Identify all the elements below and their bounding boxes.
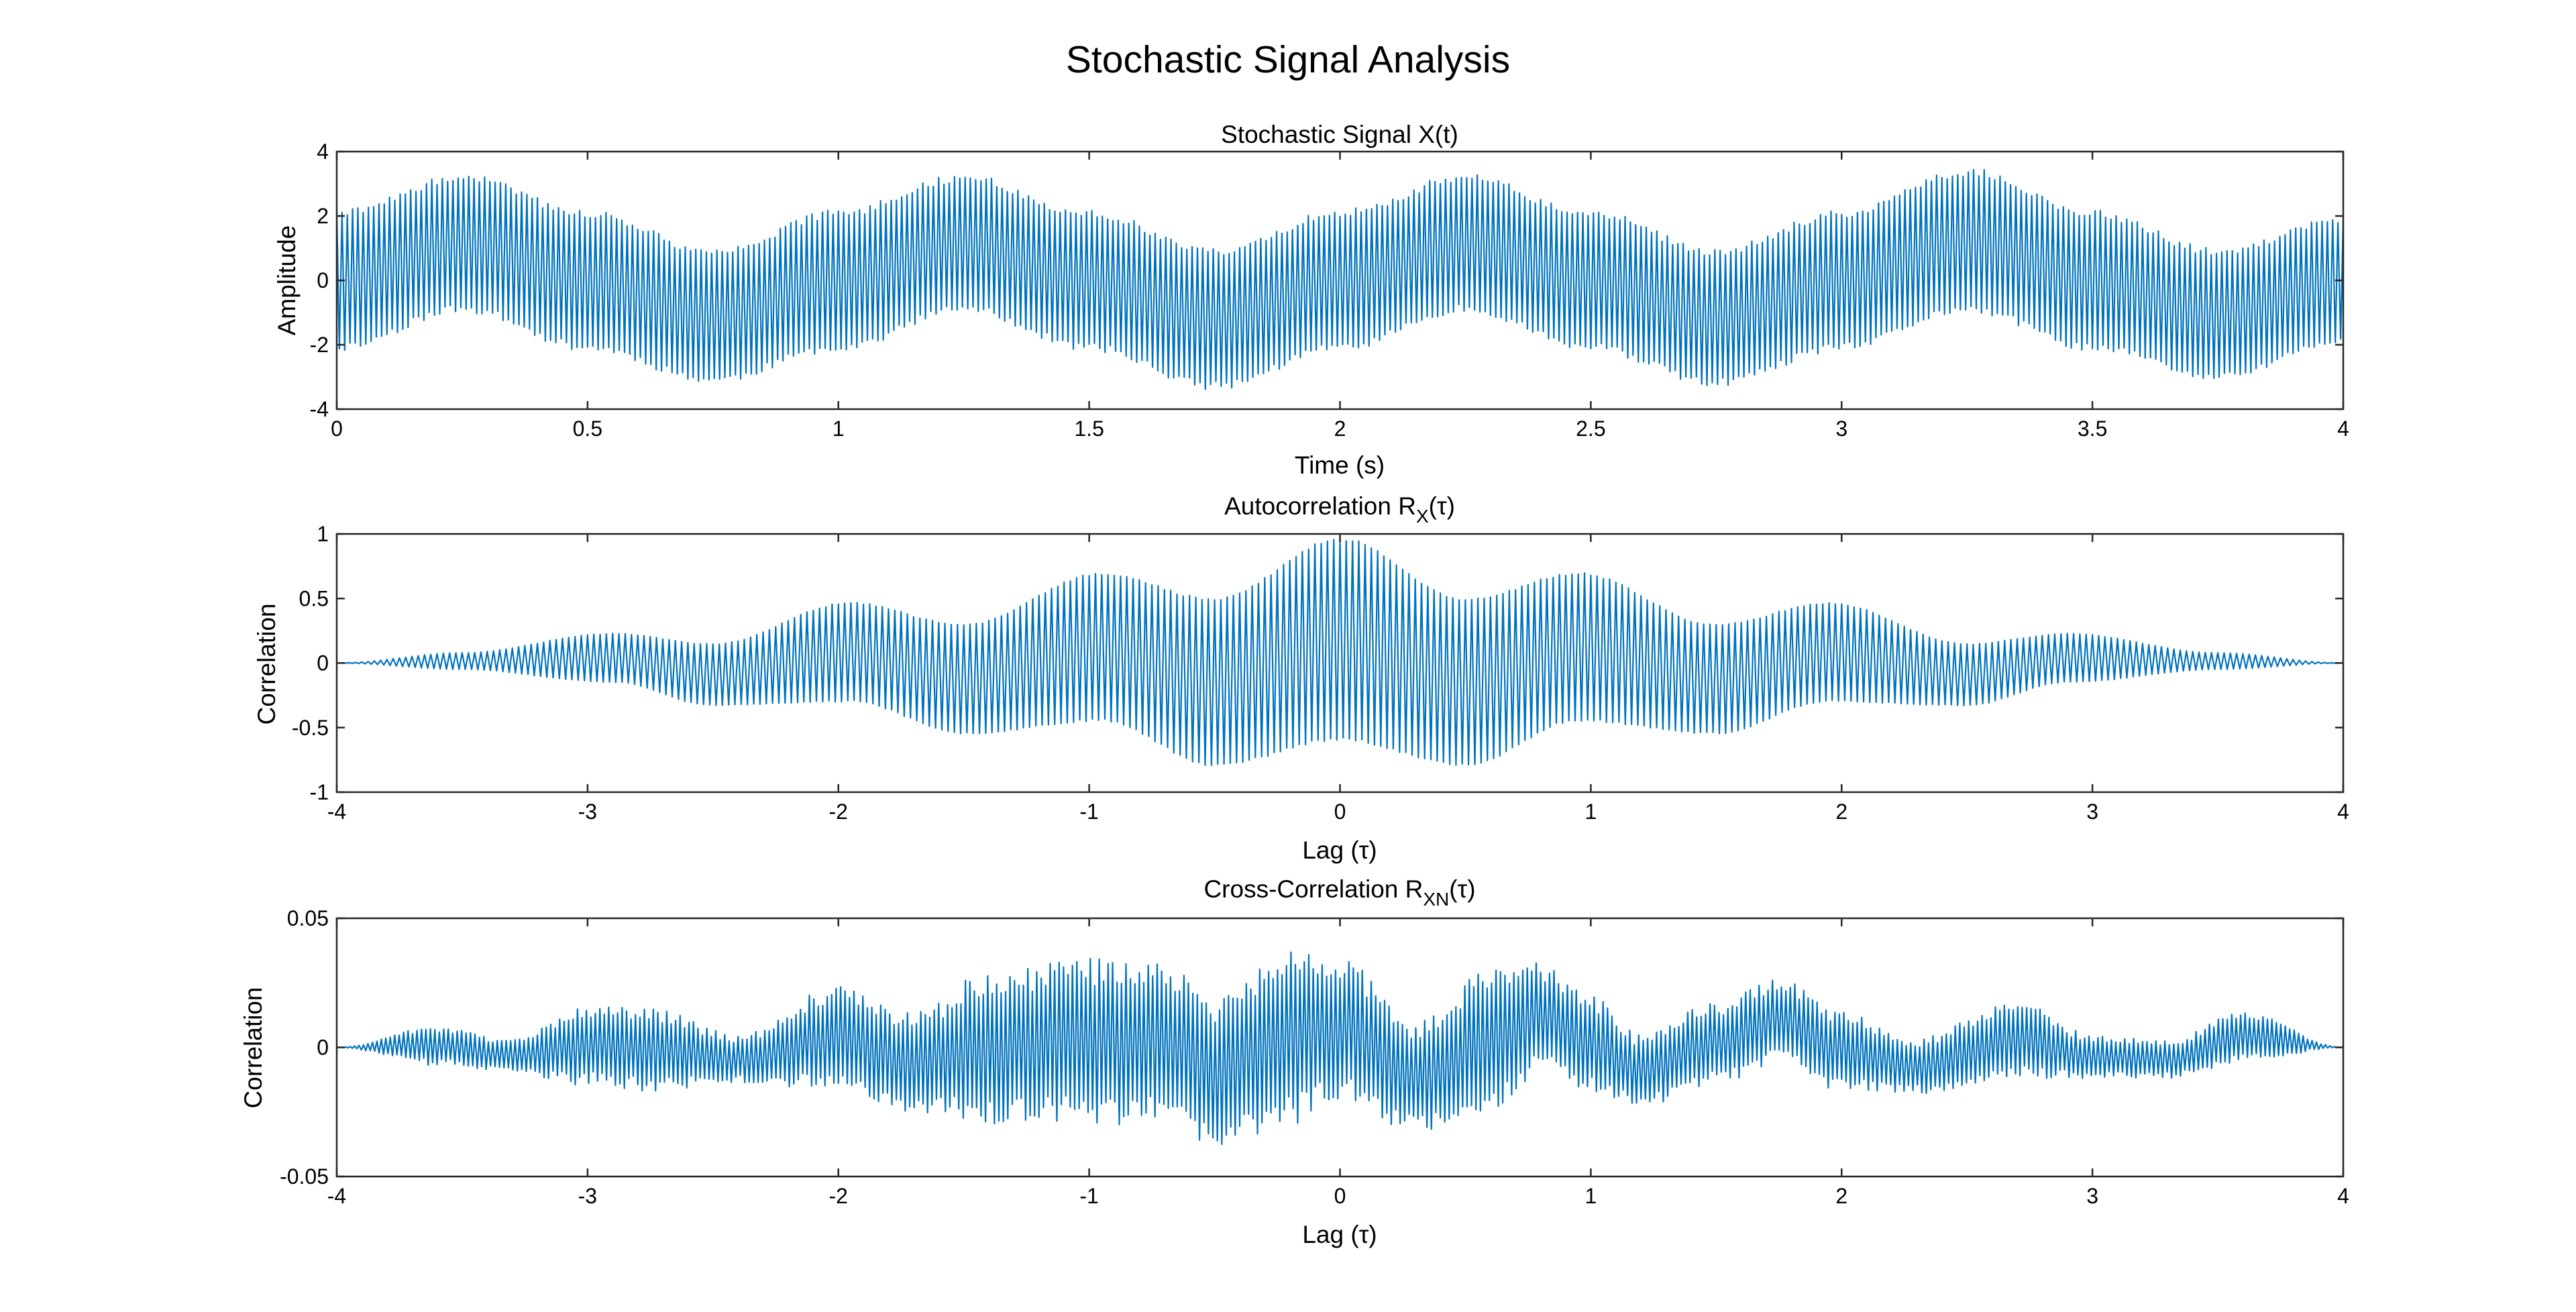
signal-xtick-label: 0	[331, 417, 343, 441]
crosscorr-ytick-label: 0.05	[287, 906, 329, 930]
crosscorr-title-arg: (τ)	[1449, 875, 1475, 903]
subplot-crosscorrelation: Cross-Correlation RXN(τ) -4 -3 -2 -1 0 1 2 3 4 -0…	[239, 875, 2349, 1248]
autocorr-ytick-label: 0.5	[299, 586, 329, 610]
signal-xtick-label: 2.5	[1576, 417, 1605, 441]
autocorr-xtick-label: -2	[829, 800, 848, 824]
autocorr-ytick-label: 0	[317, 651, 329, 675]
signal-series-line	[335, 168, 2345, 390]
crosscorr-xlabel: Lag (τ)	[1302, 1221, 1377, 1248]
signal-xlabel: Time (s)	[1295, 451, 1385, 479]
autocorr-xtick-label: 1	[1585, 800, 1597, 824]
crosscorr-xtick-label: 3	[2086, 1184, 2098, 1208]
autocorr-ylabel: Correlation	[253, 604, 280, 725]
crosscorr-xtick-label: 4	[2337, 1184, 2349, 1208]
signal-ytick-label: 0	[317, 268, 329, 292]
autocorr-xtick-label: -1	[1079, 800, 1098, 824]
signal-xtick-label: 3	[1835, 417, 1847, 441]
signal-xtick-label: 1.5	[1074, 417, 1104, 441]
crosscorr-plot-area: -4 -3 -2 -1 0 1 2 3 4 -0.05 0 0.05	[280, 906, 2349, 1208]
signal-xtick-label: 1	[833, 417, 845, 441]
crosscorr-xtick-label: -1	[1079, 1184, 1098, 1208]
subplot-signal: Stochastic Signal X(t) 0 0.5 1 1.5 2 2.5 3 3.5 4…	[273, 121, 2349, 479]
signal-title: Stochastic Signal X(t)	[1221, 121, 1458, 148]
crosscorr-series-line	[337, 951, 2343, 1146]
signal-xtick-label: 3.5	[2078, 417, 2107, 441]
autocorr-title-sub: X	[1416, 506, 1429, 527]
figure-title: Stochastic Signal Analysis	[1066, 38, 1510, 81]
crosscorr-xtick-label: -3	[578, 1184, 597, 1208]
autocorr-xtick-label: 4	[2337, 800, 2349, 824]
signal-ytick-label: -2	[310, 333, 329, 357]
crosscorr-ylabel: Correlation	[239, 987, 267, 1109]
crosscorr-xtick-label: 1	[1585, 1184, 1597, 1208]
autocorr-plot-area: -4 -3 -2 -1 0 1 2 3 4 -1 -0.5 0 0.5 1	[292, 522, 2349, 824]
autocorr-title: Autocorrelation RX(τ)	[1224, 492, 1455, 527]
crosscorr-xtick-label: 0	[1334, 1184, 1346, 1208]
autocorr-ytick-label: -1	[310, 780, 329, 804]
autocorr-title-main: Autocorrelation R	[1224, 492, 1416, 520]
autocorr-xtick-label: -3	[578, 800, 597, 824]
crosscorr-xtick-label: -2	[829, 1184, 848, 1208]
signal-plot-area: 0 0.5 1 1.5 2 2.5 3 3.5 4 -4 -2 0 2 4	[310, 140, 2349, 441]
crosscorr-title-sub: XN	[1423, 889, 1449, 910]
autocorr-ytick-label: -0.5	[292, 716, 329, 740]
crosscorr-ytick-label: 0	[317, 1036, 329, 1060]
autocorr-xtick-label: -4	[327, 800, 346, 824]
signal-ytick-label: 2	[317, 204, 329, 228]
crosscorr-title: Cross-Correlation RXN(τ)	[1203, 875, 1475, 910]
signal-ylabel: Amplitude	[273, 225, 301, 336]
autocorr-xtick-label: 3	[2086, 800, 2098, 824]
signal-ytick-label: 4	[317, 140, 329, 164]
signal-xtick-label: 0.5	[573, 417, 602, 441]
autocorr-ytick-label: 1	[317, 522, 329, 546]
signal-xtick-label: 4	[2337, 417, 2349, 441]
signal-xtick-label: 2	[1334, 417, 1346, 441]
crosscorr-title-main: Cross-Correlation R	[1203, 875, 1423, 903]
signal-ytick-label: -4	[310, 397, 329, 421]
crosscorr-xtick-label: -4	[327, 1184, 346, 1208]
crosscorr-xtick-label: 2	[1835, 1184, 1847, 1208]
autocorr-title-arg: (τ)	[1429, 492, 1455, 520]
autocorr-xtick-label: 0	[1334, 800, 1346, 824]
autocorr-xtick-label: 2	[1835, 800, 1847, 824]
autocorr-xlabel: Lag (τ)	[1302, 836, 1377, 864]
subplot-autocorrelation: Autocorrelation RX(τ) -4 -3 -2 -1 0 1 2 3 4 -1 -0.…	[253, 492, 2349, 864]
crosscorr-ytick-label: -0.05	[280, 1164, 329, 1189]
